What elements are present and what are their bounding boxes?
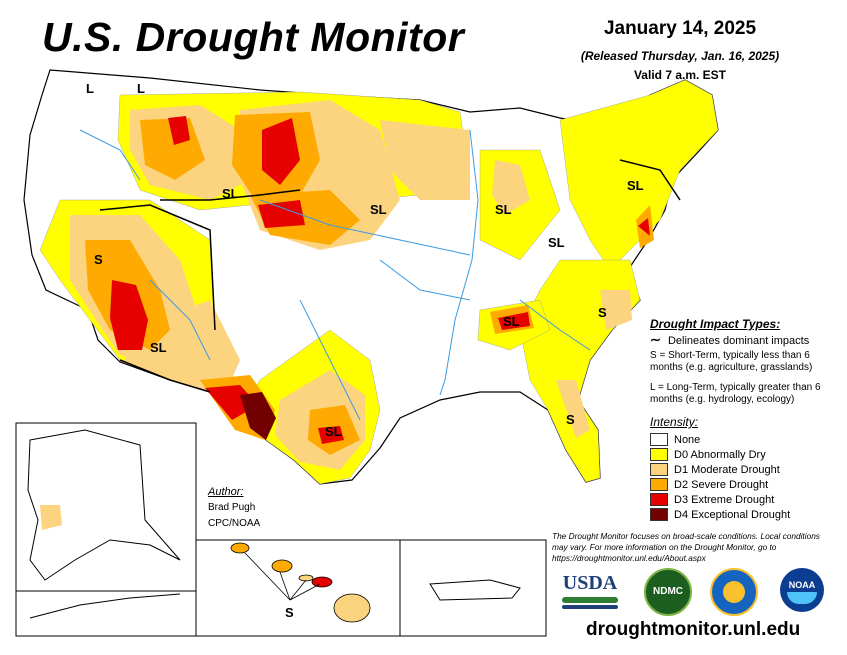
legend-swatch	[650, 433, 668, 446]
hawaii-pointer-lines	[244, 552, 321, 601]
impact-lines	[99, 159, 681, 393]
map-label-s-florida: S	[566, 412, 575, 427]
map-label-s-nevada: S	[94, 252, 103, 267]
legend-item-d2: D2 Severe Drought	[650, 478, 768, 491]
map-label-l-north: L	[137, 81, 145, 96]
impact-long-term: L = Long-Term, typically greater than 6 …	[650, 382, 821, 405]
legend-label: None	[674, 433, 701, 446]
map-label-sl-michigan: SL	[495, 202, 512, 217]
legend-item-d0: D0 Abnormally Dry	[650, 448, 766, 461]
puerto-rico-outline	[429, 579, 521, 601]
usda-wordmark: USDA	[562, 572, 618, 594]
noaa-gull-icon	[787, 592, 817, 604]
impact-types-title: Drought Impact Types:	[650, 317, 781, 331]
commerce-seal-icon[interactable]	[710, 568, 758, 616]
noaa-logo[interactable]: NOAA	[780, 568, 824, 612]
commerce-eagle-icon	[723, 581, 745, 603]
map-label-l-northwest: L	[86, 81, 94, 96]
map-label-sl-nebraska: SL	[370, 202, 387, 217]
map-label-sl-idaho: SL	[222, 186, 239, 201]
legend-label: D3 Extreme Drought	[674, 493, 775, 506]
d3-areas	[110, 116, 650, 444]
legend-swatch	[650, 493, 668, 506]
alaska-drought	[40, 505, 62, 530]
usda-wave-icon	[562, 597, 618, 603]
legend-swatch	[650, 508, 668, 521]
website-link[interactable]: droughtmonitor.unl.edu	[586, 619, 801, 640]
noaa-wordmark: NOAA	[788, 580, 816, 590]
aleutian-inset-frame	[15, 590, 197, 637]
ndmc-logo[interactable]: NDMC	[644, 568, 692, 616]
map-label-sl-northeast: SL	[627, 178, 644, 193]
d4-area	[240, 392, 276, 440]
map-label-sl-arizona: SL	[150, 340, 167, 355]
usda-logo[interactable]: USDA	[562, 572, 618, 612]
alaska-outline	[27, 429, 181, 581]
delineation-label: Delineates dominant impacts	[667, 335, 810, 347]
impact-delineation-row: ∼ Delineates dominant impacts	[650, 332, 809, 348]
legend-item-d4: D4 Exceptional Drought	[650, 508, 790, 521]
map-label-sl-pennsylvania: SL	[548, 235, 565, 250]
delineation-line-icon: ∼	[650, 332, 661, 347]
legend-label: D0 Abnormally Dry	[674, 448, 766, 461]
legend-swatch	[650, 448, 668, 461]
puerto-rico-inset-frame	[399, 539, 547, 637]
map-label-s-hawaii: S	[285, 605, 294, 620]
legend-swatch	[650, 478, 668, 491]
release-date: (Released Thursday, Jan. 16, 2025)	[580, 49, 780, 63]
legend-item-d1: D1 Moderate Drought	[650, 463, 780, 476]
ndmc-wordmark: NDMC	[653, 586, 683, 597]
map-date: January 14, 2025	[603, 18, 757, 39]
valid-time: Valid 7 a.m. EST	[633, 68, 727, 82]
map-label-sl-texas: SL	[325, 424, 342, 439]
legend-label: D2 Severe Drought	[674, 478, 769, 491]
rivers	[79, 129, 591, 421]
author-name: Brad Pugh	[208, 502, 256, 513]
author-title: Author:	[208, 486, 244, 498]
aleutian-islands	[29, 593, 181, 619]
usda-wave-icon-2	[562, 605, 618, 609]
hawaii-islands	[230, 542, 371, 623]
intensity-title: Intensity:	[650, 415, 699, 429]
map-label-s-carolina: S	[598, 305, 607, 320]
map-label-sl-tennessee: SL	[503, 314, 520, 329]
author-org: CPC/NOAA	[208, 518, 261, 529]
legend-label: D4 Exceptional Drought	[674, 508, 791, 521]
hawaii-inset-frame	[195, 539, 401, 637]
map-title: U.S. Drought Monitor	[42, 14, 465, 60]
impact-short-term: S = Short-Term, typically less than 6 mo…	[650, 350, 813, 373]
disclaimer-text: The Drought Monitor focuses on broad-sca…	[552, 531, 820, 563]
legend-swatch	[650, 463, 668, 476]
legend-item-none: None	[650, 433, 700, 446]
legend-label: D1 Moderate Drought	[674, 463, 780, 476]
legend-item-d3: D3 Extreme Drought	[650, 493, 774, 506]
